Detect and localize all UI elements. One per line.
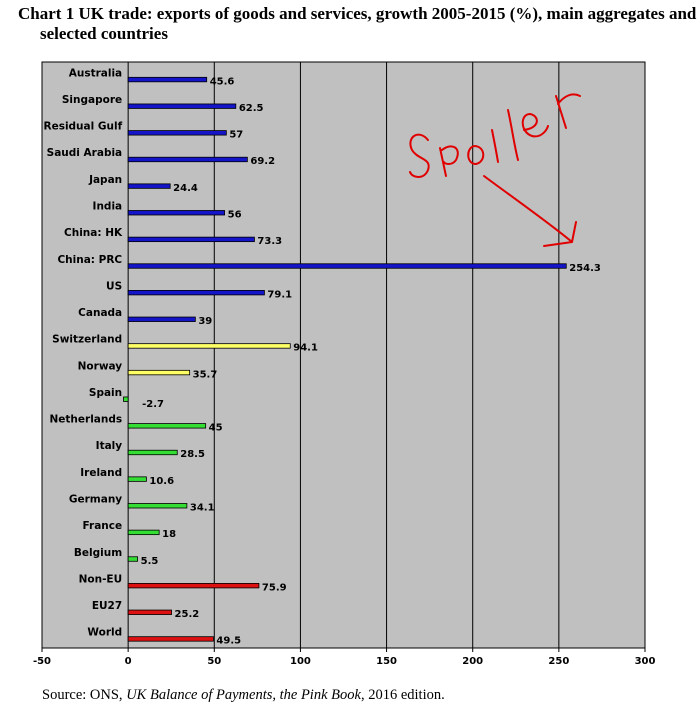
bar	[127, 156, 248, 163]
category-label: Norway	[78, 360, 123, 372]
bar	[127, 263, 567, 269]
scribble-r	[555, 93, 581, 129]
bar	[127, 130, 227, 136]
category-label: US	[106, 280, 122, 292]
value-label: -2.7	[142, 399, 164, 410]
value-label: 56	[228, 210, 242, 221]
category-label: Germany	[69, 494, 122, 506]
x-tick-label: 100	[290, 656, 311, 667]
value-label: 35.7	[193, 369, 218, 380]
value-label: 73.3	[257, 236, 282, 247]
bar	[127, 183, 171, 189]
value-label: 45	[209, 423, 223, 434]
x-tick-label: -50	[33, 656, 51, 667]
bar	[127, 529, 160, 536]
value-label: 62.5	[239, 103, 264, 114]
category-label: Non-EU	[79, 573, 123, 585]
source-suffix: , 2016 edition.	[360, 687, 445, 703]
value-label: 24.4	[173, 183, 198, 194]
source-note: Source: ONS, UK Balance of Payments, the…	[42, 687, 445, 704]
bar	[127, 583, 260, 589]
annotation-arrow	[483, 175, 577, 247]
category-label: India	[93, 201, 123, 213]
value-labels: 45.6 62.5 57 69.2 24.4 56 73.3 254.3 79.1 39 94.1 3…	[141, 76, 601, 646]
scribble-l	[507, 109, 519, 161]
category-label: Italy	[96, 440, 123, 452]
bar	[127, 423, 207, 429]
x-tick-label: 250	[548, 656, 569, 667]
bar	[123, 396, 129, 402]
x-tick-label: 150	[376, 656, 397, 667]
category-label: Ireland	[80, 467, 122, 479]
category-label: Residual Gulf	[43, 121, 122, 133]
category-label: Canada	[78, 307, 122, 319]
category-label: Belgium	[74, 547, 122, 559]
scribble-o	[467, 145, 485, 165]
source-prefix: Source: ONS,	[42, 687, 127, 703]
category-label: China: HK	[64, 227, 123, 239]
scribble-e	[521, 113, 549, 138]
category-label: Netherlands	[50, 414, 123, 426]
value-label: 57	[229, 130, 243, 141]
value-label: 45.6	[210, 76, 235, 87]
value-label: 25.2	[175, 609, 200, 620]
scribble-s	[409, 133, 430, 178]
value-label: 94.1	[293, 343, 318, 354]
chart-title: Chart 1 UK trade: exports of goods and s…	[18, 4, 697, 43]
bar	[127, 103, 237, 109]
category-label: World	[87, 627, 122, 639]
bar	[127, 609, 172, 615]
value-label: 79.1	[267, 289, 292, 300]
value-label: 34.1	[190, 503, 215, 514]
category-labels: Australia Singapore Residual Gulf Saudi Ara…	[43, 67, 123, 638]
value-label: 18	[162, 529, 176, 540]
value-label: 28.5	[180, 449, 205, 460]
category-label: Japan	[88, 174, 122, 186]
x-tick-label: 200	[462, 656, 483, 667]
bar	[127, 369, 191, 376]
value-label: 69.2	[250, 156, 275, 167]
category-label: China: PRC	[57, 254, 122, 266]
x-axis-ticks: -50 0 50 100 150 200 250 300	[33, 648, 656, 667]
category-label: Switzerland	[52, 334, 122, 346]
bar	[127, 210, 226, 216]
bar	[127, 343, 291, 349]
scribble-i	[491, 129, 499, 163]
value-label: 10.6	[149, 476, 174, 487]
bar	[127, 316, 196, 322]
category-label: Spain	[89, 387, 122, 399]
value-label: 49.5	[216, 636, 241, 647]
bar	[127, 290, 265, 296]
bar	[127, 449, 178, 456]
category-label: Saudi Arabia	[47, 147, 122, 159]
bar	[127, 503, 188, 509]
annotation-scribble	[409, 93, 581, 247]
bar	[127, 636, 214, 642]
bars	[123, 76, 567, 642]
source-publication: UK Balance of Payments, the Pink Book	[126, 687, 361, 703]
value-label: 39	[198, 316, 212, 327]
bar	[127, 556, 139, 562]
value-label: 5.5	[141, 556, 159, 567]
category-label: EU27	[92, 600, 122, 612]
category-label: Australia	[69, 67, 122, 79]
category-label: Singapore	[62, 94, 122, 106]
x-tick-label: 50	[207, 656, 221, 667]
x-tick-label: 0	[125, 656, 132, 667]
value-label: 254.3	[569, 263, 601, 274]
bar	[127, 76, 208, 83]
x-tick-label: 300	[635, 656, 656, 667]
value-label: 75.9	[262, 582, 287, 593]
bar	[127, 476, 147, 482]
bar	[127, 236, 255, 243]
scribble-p	[439, 145, 459, 177]
category-label: France	[83, 520, 123, 532]
